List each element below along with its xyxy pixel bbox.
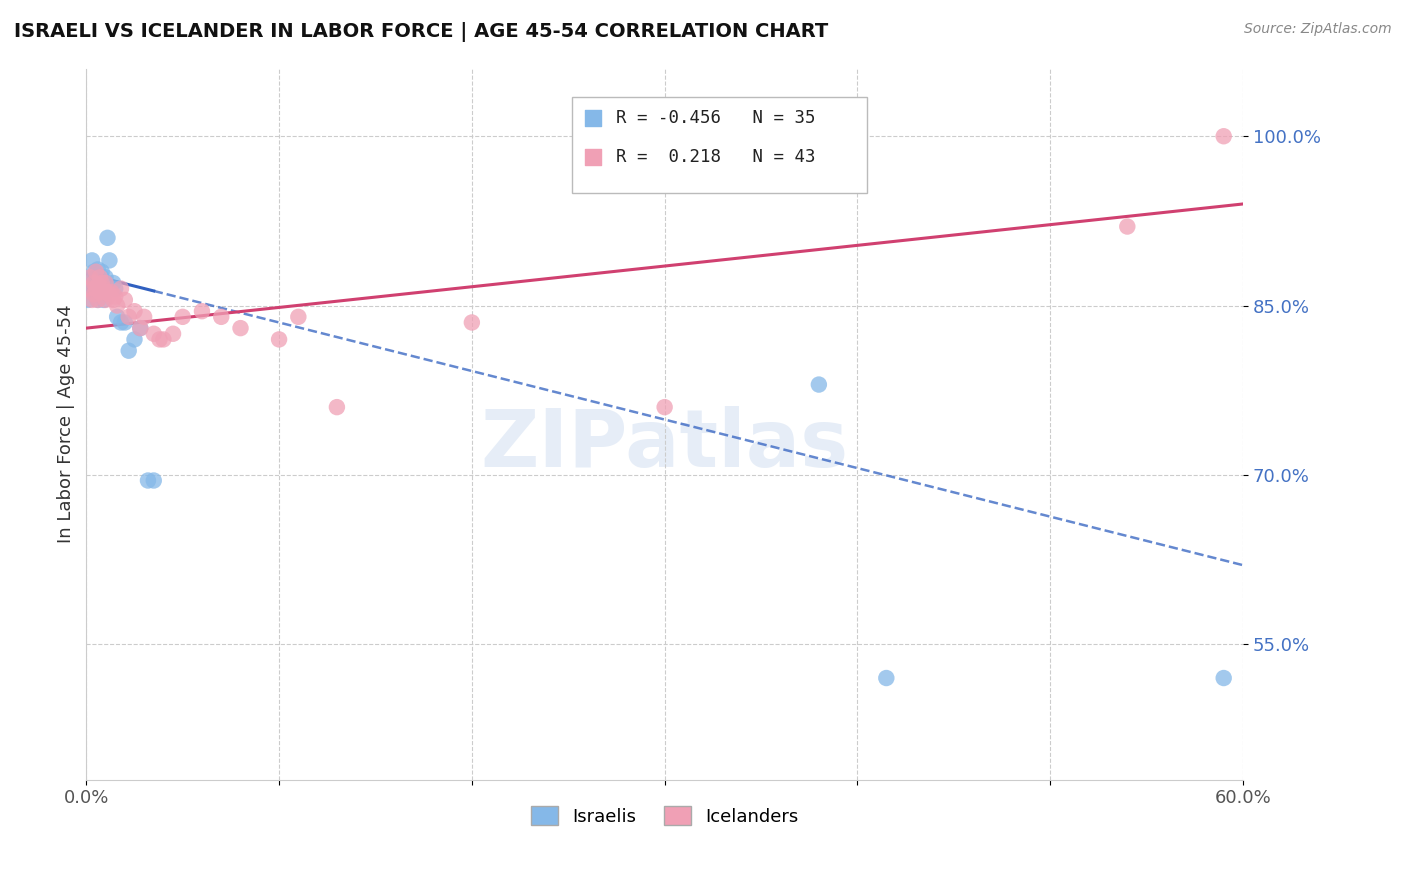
Point <box>94 276 117 290</box>
Point <box>87 278 110 293</box>
Point <box>90 276 112 290</box>
Point <box>287 310 309 324</box>
Point <box>920 270 942 285</box>
Point <box>114 293 136 307</box>
Text: ZIPatlas: ZIPatlas <box>481 407 849 484</box>
Point <box>118 310 141 324</box>
Point <box>152 333 174 347</box>
Point <box>84 282 107 296</box>
Point <box>100 285 122 299</box>
Point <box>93 293 115 307</box>
Point <box>89 270 111 285</box>
Point <box>96 285 118 299</box>
Point <box>94 276 117 290</box>
FancyBboxPatch shape <box>572 97 868 193</box>
Point <box>191 304 214 318</box>
Point <box>98 287 121 301</box>
Point <box>79 282 101 296</box>
Point <box>83 265 105 279</box>
Point <box>114 316 136 330</box>
Point <box>461 316 484 330</box>
Point <box>90 285 112 299</box>
Point <box>83 282 105 296</box>
Point <box>80 270 103 285</box>
Point <box>89 276 111 290</box>
Legend: Israelis, Icelanders: Israelis, Icelanders <box>522 797 807 835</box>
Text: R = -0.456   N = 35: R = -0.456 N = 35 <box>616 110 815 128</box>
Point <box>94 293 117 307</box>
Point <box>920 208 942 222</box>
Point <box>103 276 125 290</box>
Point <box>326 400 349 414</box>
Point <box>142 474 165 488</box>
Point <box>84 265 107 279</box>
Point <box>105 310 128 324</box>
Point <box>1212 671 1234 685</box>
Text: Source: ZipAtlas.com: Source: ZipAtlas.com <box>1244 22 1392 37</box>
Point <box>654 400 676 414</box>
Point <box>83 276 105 290</box>
Point <box>134 310 156 324</box>
Point <box>162 326 184 341</box>
Text: ISRAELI VS ICELANDER IN LABOR FORCE | AGE 45-54 CORRELATION CHART: ISRAELI VS ICELANDER IN LABOR FORCE | AG… <box>14 22 828 42</box>
Point <box>209 310 232 324</box>
Point <box>110 316 132 330</box>
Point <box>79 270 101 285</box>
Point <box>104 282 127 296</box>
Point <box>129 321 152 335</box>
Point <box>124 333 146 347</box>
Point <box>118 343 141 358</box>
Point <box>77 293 100 307</box>
Point <box>79 276 101 290</box>
Point <box>77 282 100 296</box>
Point <box>87 262 110 277</box>
Point <box>807 377 830 392</box>
Point <box>104 289 127 303</box>
Point <box>93 282 115 296</box>
Point <box>267 333 290 347</box>
Point <box>110 282 132 296</box>
Point <box>96 231 118 245</box>
Point <box>80 253 103 268</box>
Point <box>124 304 146 318</box>
Point <box>87 293 110 307</box>
Point <box>172 310 194 324</box>
Point <box>1212 129 1234 144</box>
Point <box>94 270 117 285</box>
Point <box>87 278 110 293</box>
Y-axis label: In Labor Force | Age 45-54: In Labor Force | Age 45-54 <box>58 305 75 543</box>
Point <box>89 282 111 296</box>
Point <box>90 270 112 285</box>
Point <box>89 285 111 299</box>
Point <box>229 321 252 335</box>
Point <box>87 293 110 307</box>
Point <box>129 321 152 335</box>
Point <box>875 671 897 685</box>
Point <box>84 276 107 290</box>
Point <box>89 287 111 301</box>
Point <box>98 253 121 268</box>
Point <box>90 265 112 279</box>
Point <box>136 474 159 488</box>
Point <box>148 333 170 347</box>
Point <box>83 287 105 301</box>
Point <box>1116 219 1139 234</box>
Point <box>105 299 128 313</box>
Point <box>142 326 165 341</box>
Point <box>103 293 125 307</box>
Text: R =  0.218   N = 43: R = 0.218 N = 43 <box>616 148 815 167</box>
Point <box>80 293 103 307</box>
Point <box>84 270 107 285</box>
